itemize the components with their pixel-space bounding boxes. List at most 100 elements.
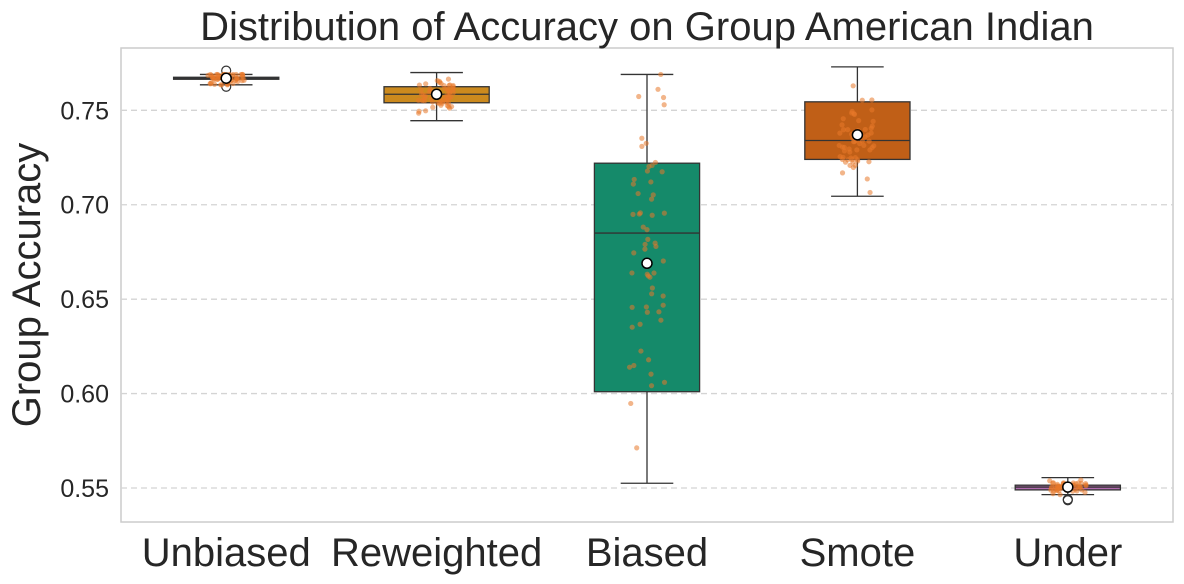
jitter-point [240,73,246,79]
jitter-point [871,143,877,149]
jitter-point [661,102,667,108]
jitter-point [422,94,428,101]
jitter-point [658,317,664,323]
x-tick-label: Smote [800,531,916,575]
box-biased [593,71,701,484]
x-axis-ticks: Unbiased Reweighted Biased Smote Under [142,531,1123,575]
jitter-point [850,164,857,171]
jitter-point [852,155,858,161]
jitter-point [648,196,655,202]
jitter-point [839,170,846,176]
box-unbiased [172,65,280,92]
jitter-point [642,246,648,252]
jitter-point [862,126,868,133]
jitter-point [867,189,873,196]
box-reweighted [383,71,490,122]
jitter-point [652,240,658,246]
jitter-point [847,149,853,155]
jitter-point [1078,480,1084,487]
box-smote [804,66,911,197]
y-axis-ticks: 0.55 0.60 0.65 0.70 0.75 [60,97,109,503]
jitter-point [645,236,651,242]
jitter-point [644,309,650,315]
jitter-point [1083,480,1089,487]
jitter-point [639,135,645,141]
jitter-point [652,159,659,166]
jitter-point [207,81,213,87]
jitter-point [658,71,664,78]
jitter-point [864,176,870,182]
jitter-point [643,140,649,146]
jitter-point [208,72,215,78]
jitter-point [866,159,872,165]
jitter-point [866,138,872,144]
boxes-layer [172,65,1122,506]
jitter-point [1082,489,1088,495]
jitter-point [840,154,846,160]
jitter-point [840,127,847,133]
jitter-point [649,285,655,291]
jitter-point [856,118,862,124]
jitter-point [1074,488,1080,494]
jitter-point [626,364,633,370]
jitter-point [443,97,450,103]
jitter-point [869,123,875,129]
jitter-point [649,291,655,297]
jitter-point [418,91,425,98]
jitter-point [416,110,422,116]
jitter-point [631,176,637,183]
jitter-point [857,140,863,147]
jitter-point [643,304,649,310]
x-tick-label: Biased [586,531,708,575]
jitter-point [644,227,650,233]
box-under [1014,476,1122,506]
jitter-point [647,274,653,280]
jitter-point [660,258,666,264]
jitter-point [661,210,667,216]
jitter-point [845,127,851,133]
jitter-point [850,83,856,89]
jitter-point [859,97,865,103]
jitter-point [649,212,655,218]
jitter-point [239,78,245,84]
mean-marker [220,72,232,84]
outlier-point [1062,495,1073,506]
jitter-point [862,134,868,140]
jitter-point [629,304,635,310]
jitter-point [870,118,876,124]
jitter-point [447,82,453,88]
jitter-point [648,179,654,185]
jitter-point [656,309,662,315]
jitter-point [628,400,634,407]
y-tick-label: 0.70 [60,192,109,220]
jitter-point [840,116,846,122]
jitter-point [234,76,240,82]
jitter-point [660,302,666,308]
jitter-point [439,100,445,106]
jitter-point [639,143,645,149]
jitter-point [651,270,657,276]
jitter-point [842,159,849,165]
jitter-point [646,163,652,170]
jitter-point [839,122,845,128]
jitter-point [423,81,429,87]
jitter-point [418,87,424,93]
jitter-point [631,250,637,256]
jitter-point [1056,484,1062,490]
jitter-point [218,82,224,88]
jitter-point [869,97,875,103]
jitter-point [215,76,221,82]
jitter-point [660,293,666,299]
jitter-point [636,93,642,100]
jitter-point [655,86,661,92]
jitter-point [434,78,440,84]
jitter-point [634,445,640,451]
jitter-point [861,142,867,148]
jitter-point [215,72,221,78]
jitter-point [854,147,860,153]
jitter-point [839,144,846,150]
jitter-point [429,99,436,105]
jitter-point [630,211,636,217]
jitter-point [442,86,448,92]
